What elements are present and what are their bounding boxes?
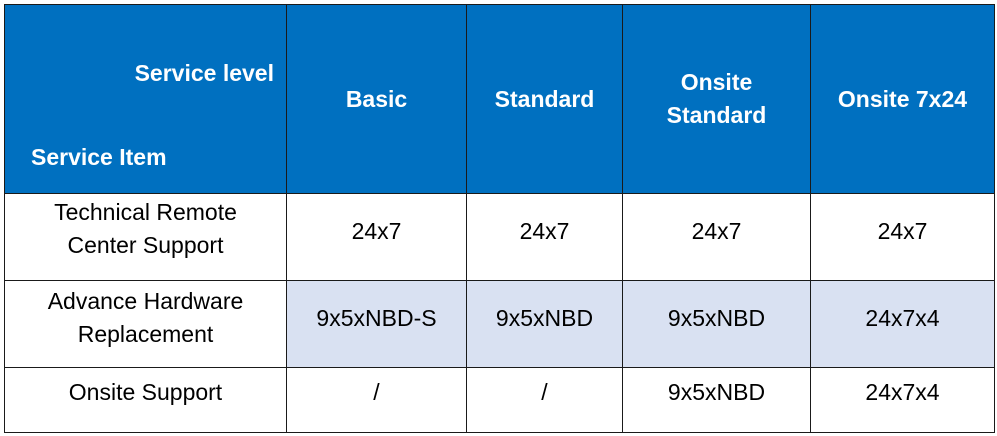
table-cell: 24x7x4 [810,367,995,433]
header-col-standard-label: Standard [494,85,595,112]
cell-value: / [541,378,548,405]
table-cell: 24x7 [810,193,995,281]
cell-value: 24x7 [877,217,928,244]
row-item-label: Advance Hardware Replacement [4,280,287,368]
cell-value: 24x7x4 [865,304,940,331]
header-service-level-label: Service level [134,60,274,86]
header-col-onsite-standard-label: Onsite Standard [666,69,767,128]
header-corner-cell: Service level Service Item [4,4,287,194]
row-item-label: Onsite Support [4,367,287,433]
cell-value: 9x5xNBD [495,304,594,331]
cell-value: 9x5xNBD [667,378,766,405]
table-cell: 24x7 [466,193,623,281]
header-col-basic-label: Basic [345,85,408,112]
cell-value: 24x7x4 [865,378,940,405]
cell-value: / [373,378,380,405]
cell-value: 24x7 [351,217,402,244]
table-cell: / [466,367,623,433]
table-cell: 9x5xNBD [622,367,811,433]
cell-value: 24x7 [519,217,570,244]
table-row: Onsite Support / / 9x5xNBD 24x7x4 [4,367,995,433]
row-item-label: Technical Remote Center Support [4,193,287,281]
header-col-onsite-standard: Onsite Standard [622,4,811,194]
row-item-text: Onsite Support [68,378,223,405]
cell-value: 24x7 [691,217,742,244]
header-col-onsite-7x24: Onsite 7x24 [810,4,995,194]
table-row: Technical Remote Center Support 24x7 24x… [4,193,995,281]
table-cell: 24x7x4 [810,280,995,368]
table-cell: / [286,367,467,433]
service-level-table-container: Service level Service Item Basic Standar… [4,4,995,433]
header-service-item-label: Service Item [31,144,167,170]
table-cell: 24x7 [286,193,467,281]
service-level-table: Service level Service Item Basic Standar… [4,4,995,433]
header-col-onsite-7x24-label: Onsite 7x24 [837,85,968,112]
table-row: Advance Hardware Replacement 9x5xNBD-S 9… [4,280,995,368]
header-row: Service level Service Item Basic Standar… [4,4,995,194]
row-item-text: Technical Remote Center Support [54,199,237,258]
table-cell: 24x7 [622,193,811,281]
header-col-basic: Basic [286,4,467,194]
row-item-text: Advance Hardware Replacement [47,288,244,347]
cell-value: 9x5xNBD-S [316,304,437,331]
header-col-standard: Standard [466,4,623,194]
table-cell: 9x5xNBD [466,280,623,368]
table-cell: 9x5xNBD-S [286,280,467,368]
table-cell: 9x5xNBD [622,280,811,368]
cell-value: 9x5xNBD [667,304,766,331]
